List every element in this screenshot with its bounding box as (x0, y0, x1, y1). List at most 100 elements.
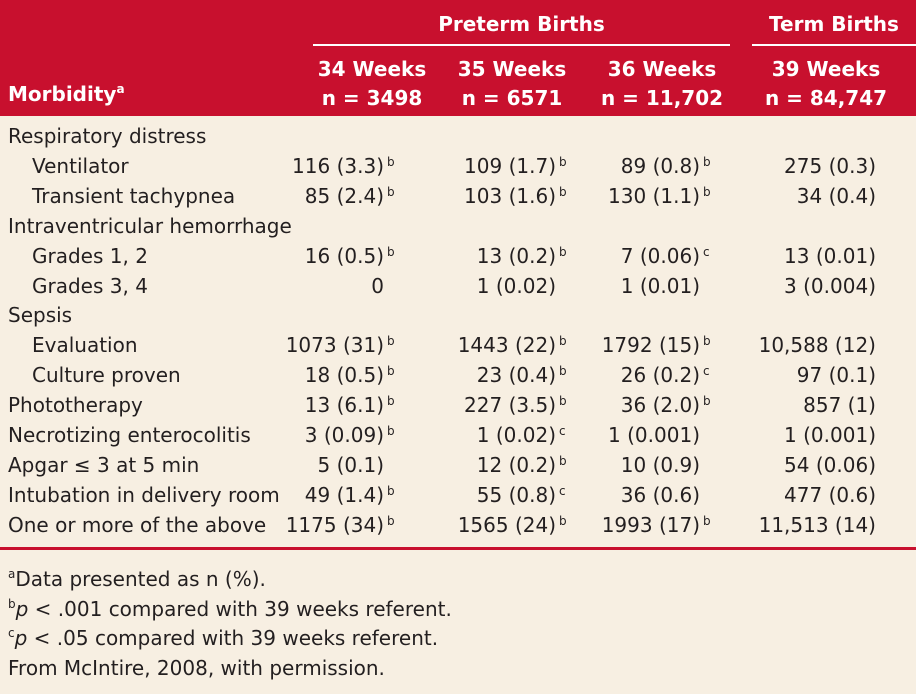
cell: 130 (1.1) b (608, 183, 711, 208)
morbidity-header: Morbiditya (8, 82, 125, 106)
label: One or more of the above (8, 512, 267, 537)
label: Culture proven (32, 363, 181, 388)
cell-value: 1443 (22) (457, 333, 556, 358)
group-rule (313, 44, 730, 46)
column-n: n = 3498 (292, 86, 452, 110)
n: n = 11,702 (600, 86, 724, 110)
cell-value: 36 (0.6) (620, 482, 700, 507)
bottom-rule (0, 547, 916, 550)
footnote: bp < .001 compared with 39 weeks referen… (8, 597, 452, 621)
cell-value: 3 (0.09) (304, 423, 384, 447)
cell-value: 5 (0.1) (317, 452, 385, 477)
cell-value: 1 (0.001) (784, 423, 876, 447)
footnote: aData presented as n (%). (8, 567, 266, 591)
label: Phototherapy (8, 393, 143, 418)
cell: 10,588 (12) (676, 333, 876, 357)
cell-value: 1 (0.02) (476, 423, 556, 447)
row-label: Apgar ≤ 3 at 5 min (8, 453, 199, 477)
footnote-text: < .001 compared with 39 weeks referent. (28, 596, 452, 621)
cell-value: 26 (0.2) (620, 363, 700, 388)
cell: 477 (0.6) (676, 483, 876, 507)
cell: 7 (0.06) c (620, 243, 710, 268)
row-label: Phototherapy (8, 393, 143, 417)
group-header: Term Births (752, 12, 916, 36)
column-weeks: 35 Weeks (432, 57, 592, 81)
cell: 3 (0.09) b (304, 423, 395, 447)
cell: 34 (0.4) (676, 184, 876, 208)
row-label: Necrotizing enterocolitis (8, 423, 251, 447)
cell-value: 85 (2.4) (304, 183, 384, 208)
label: Apgar ≤ 3 at 5 min (8, 452, 200, 477)
cell: 0 (184, 274, 384, 298)
cell: 49 (1.4) b (304, 482, 395, 507)
footnote: From McIntire, 2008, with permission. (8, 656, 385, 680)
cell-value: 1565 (24) (457, 512, 556, 537)
label: Intubation in delivery room (8, 482, 280, 507)
cell: 857 (1) (676, 393, 876, 417)
label: Grades 3, 4 (32, 273, 148, 298)
cell-value: 54 (0.06) (784, 452, 876, 477)
cell-value: 13 (6.1) (304, 393, 384, 418)
cell-value: 227 (3.5) (464, 393, 556, 418)
cell-value: 18 (0.5) (304, 363, 384, 388)
cell: 1792 (15) b (601, 333, 711, 358)
cell: 5 (0.1) (184, 452, 385, 477)
cell: 116 (3.3) b (292, 153, 395, 178)
cell: 1443 (22) b (457, 333, 567, 358)
group-text: Preterm Births (438, 12, 605, 36)
cell: 13 (6.1) b (304, 393, 395, 418)
cell: 1565 (24) b (457, 512, 567, 537)
column-n: n = 6571 (432, 86, 592, 110)
column-n: n = 84,747 (746, 86, 906, 110)
cell: 54 (0.06) (676, 453, 876, 477)
cell-value: 109 (1.7) (464, 153, 556, 178)
row-label: Grades 1, 2 (32, 244, 148, 268)
label: Ventilator (32, 153, 129, 178)
cell: 85 (2.4) b (304, 183, 395, 208)
cell: 16 (0.5) b (304, 243, 395, 268)
cell-value: 1 (0.001) (608, 423, 700, 447)
cell-value: 103 (1.6) (464, 183, 556, 208)
cell-value: 13 (0.01) (784, 243, 876, 268)
cell: 13 (0.01) (676, 244, 876, 268)
label: Evaluation (32, 333, 138, 358)
cell-value: 36 (2.0) (620, 393, 700, 418)
cell: 36 (2.0) b (620, 393, 711, 418)
cell-value: 3 (0.004) (784, 273, 876, 298)
weeks: 35 Weeks (457, 57, 567, 81)
footnote: cp < .05 compared with 39 weeks referent… (8, 626, 438, 650)
cell-value: 0 (371, 273, 384, 298)
n: n = 3498 (321, 86, 423, 110)
label: Grades 1, 2 (32, 243, 148, 268)
cell: 97 (0.1) (676, 363, 876, 387)
cell-value: 97 (0.1) (796, 363, 876, 388)
header-text: Morbidity (8, 82, 117, 106)
header-sup: a (116, 82, 125, 96)
cell-value: 477 (0.6) (784, 482, 876, 507)
weeks: 39 Weeks (771, 57, 881, 81)
row-label: Ventilator (32, 154, 129, 178)
cell-value: 1792 (15) (601, 333, 700, 358)
cell: 55 (0.8) c (476, 482, 566, 507)
row-label: Intraventricular hemorrhage (8, 214, 292, 238)
cell-value: 34 (0.4) (796, 183, 876, 208)
label: Intraventricular hemorrhage (8, 213, 292, 238)
footnote-text: From McIntire, 2008, with permission. (8, 655, 385, 680)
column-weeks: 39 Weeks (746, 57, 906, 81)
cell-value: 1073 (31) (285, 333, 384, 358)
group-text: Term Births (769, 12, 899, 36)
cell-value: 116 (3.3) (292, 153, 384, 178)
cell-value: 275 (0.3) (784, 153, 876, 178)
cell: 1 (0.001) (500, 423, 700, 447)
cell-value: 130 (1.1) (608, 183, 700, 208)
cell-value: 49 (1.4) (304, 482, 384, 507)
cell: 3 (0.004) (676, 274, 876, 298)
cell-value: 89 (0.8) (620, 153, 700, 178)
column-weeks: 36 Weeks (582, 57, 742, 81)
cell-value: 7 (0.06) (620, 243, 700, 268)
cell-value: 13 (0.2) (476, 243, 556, 268)
weeks: 36 Weeks (607, 57, 717, 81)
group-rule (752, 44, 916, 46)
cell: 1 (0.01) (500, 274, 700, 298)
